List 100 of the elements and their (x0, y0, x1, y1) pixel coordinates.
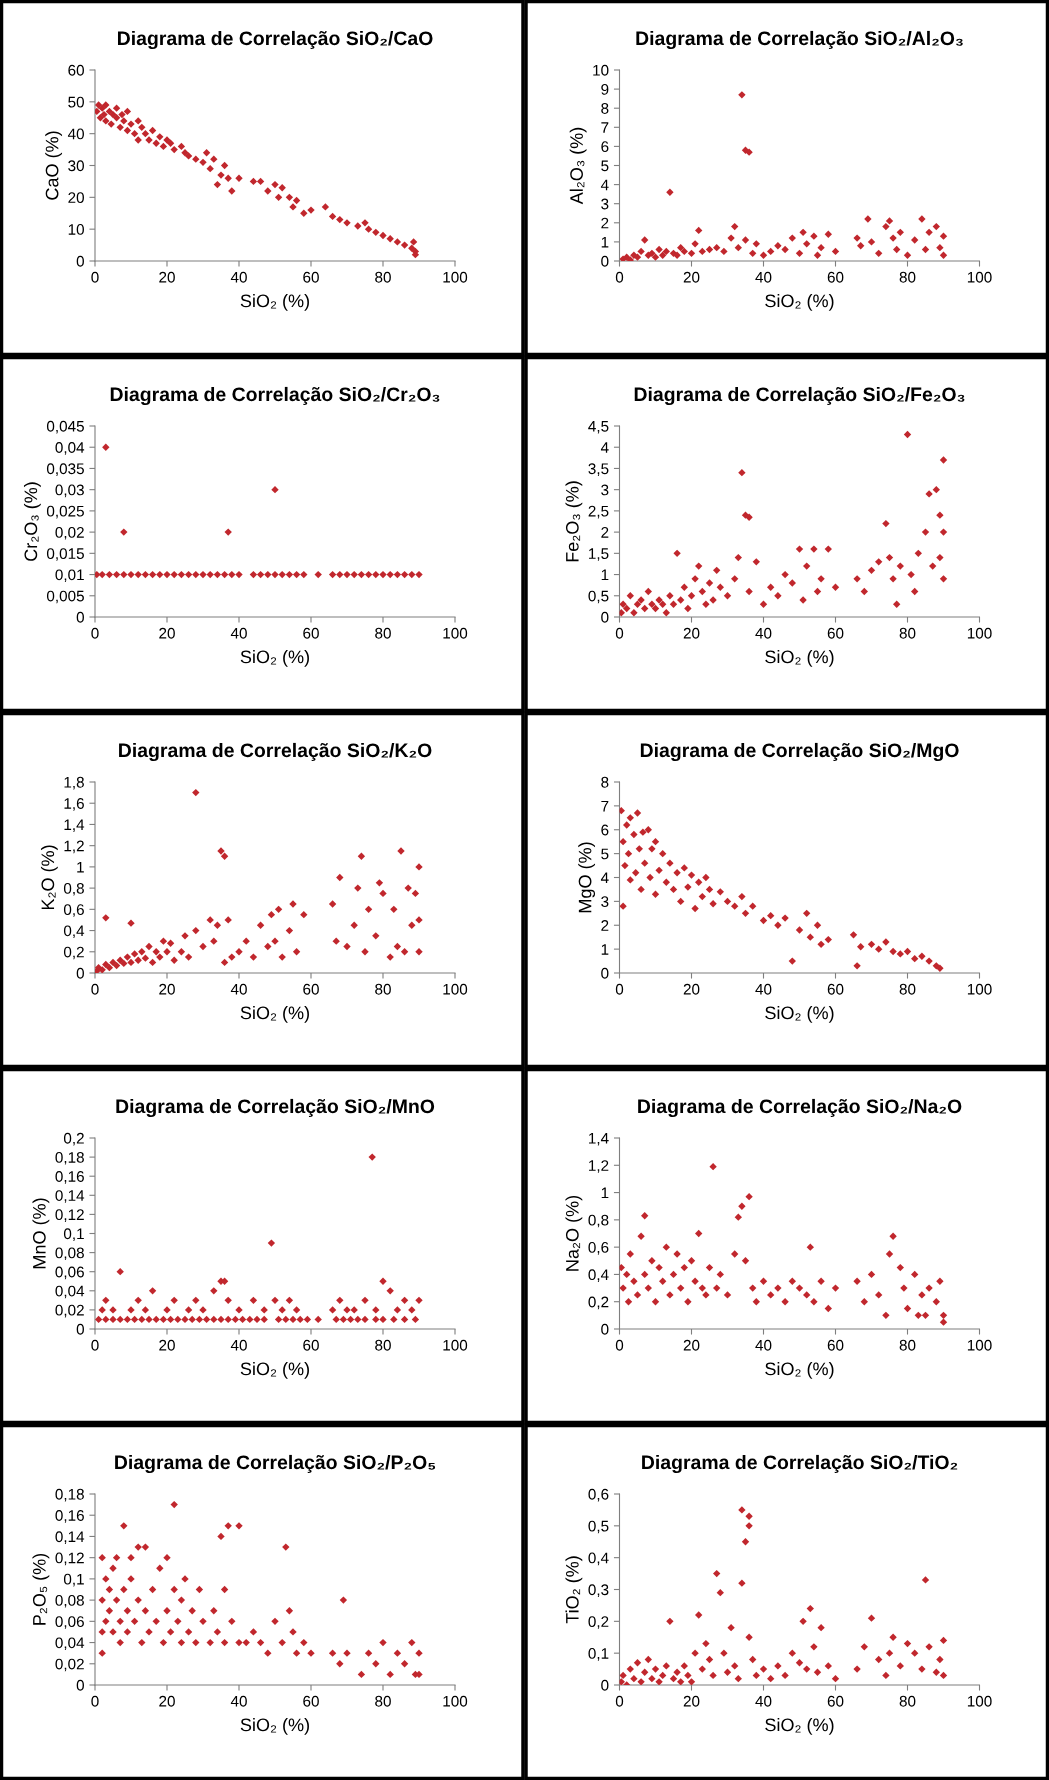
point (292, 570, 301, 579)
x-tick-label: 80 (899, 1695, 916, 1707)
y-tick-label: 0,12 (55, 1209, 84, 1222)
point (220, 570, 229, 579)
x-tick-label: 60 (303, 983, 319, 995)
y-tick-label: 1,4 (589, 1133, 609, 1146)
y-tick-label: 0,035 (46, 463, 84, 476)
y-tick-label: 0,16 (55, 1510, 84, 1523)
x-tick-label: 60 (827, 983, 844, 995)
x-tick-label: 40 (230, 983, 247, 995)
point (213, 570, 222, 579)
y-tick-label: 0 (601, 1679, 609, 1691)
y-tick-label: 0,6 (588, 1488, 609, 1502)
y-tick-label: 0 (601, 611, 609, 623)
x-axis-title: SiO₂ (%) (765, 1005, 834, 1023)
point (271, 485, 279, 494)
x-tick-label: 40 (755, 1695, 772, 1707)
y-axis-title: TiO₂ (%) (565, 1556, 583, 1624)
y-tick-label: 1,5 (589, 548, 609, 561)
y-tick-label: 0,16 (55, 1171, 84, 1184)
chart-title: Diagrama de Correlação SiO₂/Na₂O (638, 1098, 962, 1118)
point (264, 570, 272, 579)
x-tick-label: 0 (91, 271, 99, 283)
y-tick-label: 0 (601, 255, 609, 267)
y-tick-label: 8 (601, 103, 609, 114)
y-tick-label: 1 (601, 236, 609, 248)
y-tick-label: 4 (600, 442, 609, 453)
point (278, 570, 286, 579)
x-tick-label: 60 (303, 1339, 319, 1351)
y-axis-title: Na₂O (%) (565, 1196, 583, 1271)
x-axis-title: SiO₂ (%) (765, 293, 834, 311)
x-tick-label: 40 (230, 1339, 247, 1351)
y-tick-label: 0,04 (55, 1285, 85, 1299)
point (141, 570, 150, 579)
point (235, 570, 243, 579)
y-tick-label: 0 (76, 611, 84, 623)
y-tick-label: 0,2 (63, 946, 84, 960)
x-axis-title: SiO₂ (%) (240, 1717, 309, 1735)
y-tick-label: 6 (601, 824, 609, 836)
point (177, 570, 186, 579)
x-tick-label: 100 (967, 627, 992, 639)
x-tick-label: 80 (375, 1695, 391, 1707)
x-tick-label: 60 (303, 271, 319, 283)
y-tick-label: 0,3 (588, 1584, 609, 1597)
y-tick-label: 1,2 (64, 840, 84, 854)
y-tick-label: 0 (76, 1679, 84, 1691)
x-tick-label: 20 (159, 983, 175, 995)
point (400, 570, 409, 579)
x-tick-label: 100 (443, 1339, 468, 1351)
y-tick-label: 0,1 (63, 1573, 84, 1587)
y-axis-title: Cr₂O₃ (%) (23, 482, 41, 561)
x-tick-label: 100 (443, 271, 468, 283)
y-tick-label: 1 (601, 944, 609, 955)
y-tick-label: 7 (601, 122, 609, 133)
y-tick-label: 0,025 (46, 505, 84, 519)
y-tick-label: 0,2 (588, 1616, 609, 1629)
point (199, 570, 207, 579)
x-axis-title: SiO₂ (%) (765, 1361, 834, 1379)
y-axis-title: MnO (%) (32, 1198, 50, 1269)
y-tick-label: 2 (601, 217, 609, 229)
y-tick-label: 1,8 (64, 776, 84, 790)
x-tick-label: 0 (91, 1339, 99, 1351)
y-tick-label: 0,1 (63, 1228, 84, 1241)
x-tick-label: 80 (375, 1339, 391, 1351)
x-tick-label: 100 (967, 271, 992, 283)
y-tick-label: 60 (68, 64, 84, 76)
chart-title: Diagrama de Correlação SiO₂/Cr₂O₃ (110, 386, 440, 406)
y-axis-title: P₂O₅ (%) (32, 1553, 50, 1625)
x-tick-label: 20 (683, 1695, 700, 1707)
chart-title: Diagrama de Correlação SiO₂/TiO₂ (642, 1454, 958, 1474)
point (357, 570, 366, 579)
x-tick-label: 0 (615, 1695, 624, 1707)
y-tick-label: 30 (68, 160, 84, 172)
y-tick-label: 0,14 (55, 1190, 85, 1203)
y-tick-label: 0,1 (588, 1648, 609, 1661)
y-tick-label: 0,04 (55, 442, 85, 455)
y-tick-label: 3 (601, 484, 609, 496)
y-tick-label: 0,06 (55, 1266, 84, 1280)
x-tick-label: 100 (967, 1695, 992, 1707)
chart-title: Diagrama de Correlação SiO₂/MgO (640, 742, 959, 762)
y-tick-label: 0,4 (63, 925, 85, 939)
x-axis-title: SiO₂ (%) (240, 649, 309, 667)
point (328, 570, 337, 579)
point (300, 570, 308, 579)
y-tick-label: 0 (601, 967, 609, 979)
point (127, 570, 135, 579)
chart-title: Diagrama de Correlação SiO₂/MnO (116, 1098, 435, 1118)
y-tick-label: 0,045 (46, 420, 84, 434)
y-tick-label: 1,4 (64, 819, 85, 832)
point (184, 570, 193, 579)
y-tick-label: 40 (67, 128, 84, 140)
x-axis-title: SiO₂ (%) (240, 1005, 309, 1023)
x-tick-label: 40 (230, 627, 247, 639)
y-tick-label: 9 (601, 83, 609, 95)
y-tick-label: 1 (601, 1187, 609, 1199)
x-tick-label: 40 (755, 983, 772, 995)
y-tick-label: 0 (76, 967, 84, 979)
point (148, 570, 157, 579)
point (105, 570, 114, 579)
point (271, 570, 279, 579)
